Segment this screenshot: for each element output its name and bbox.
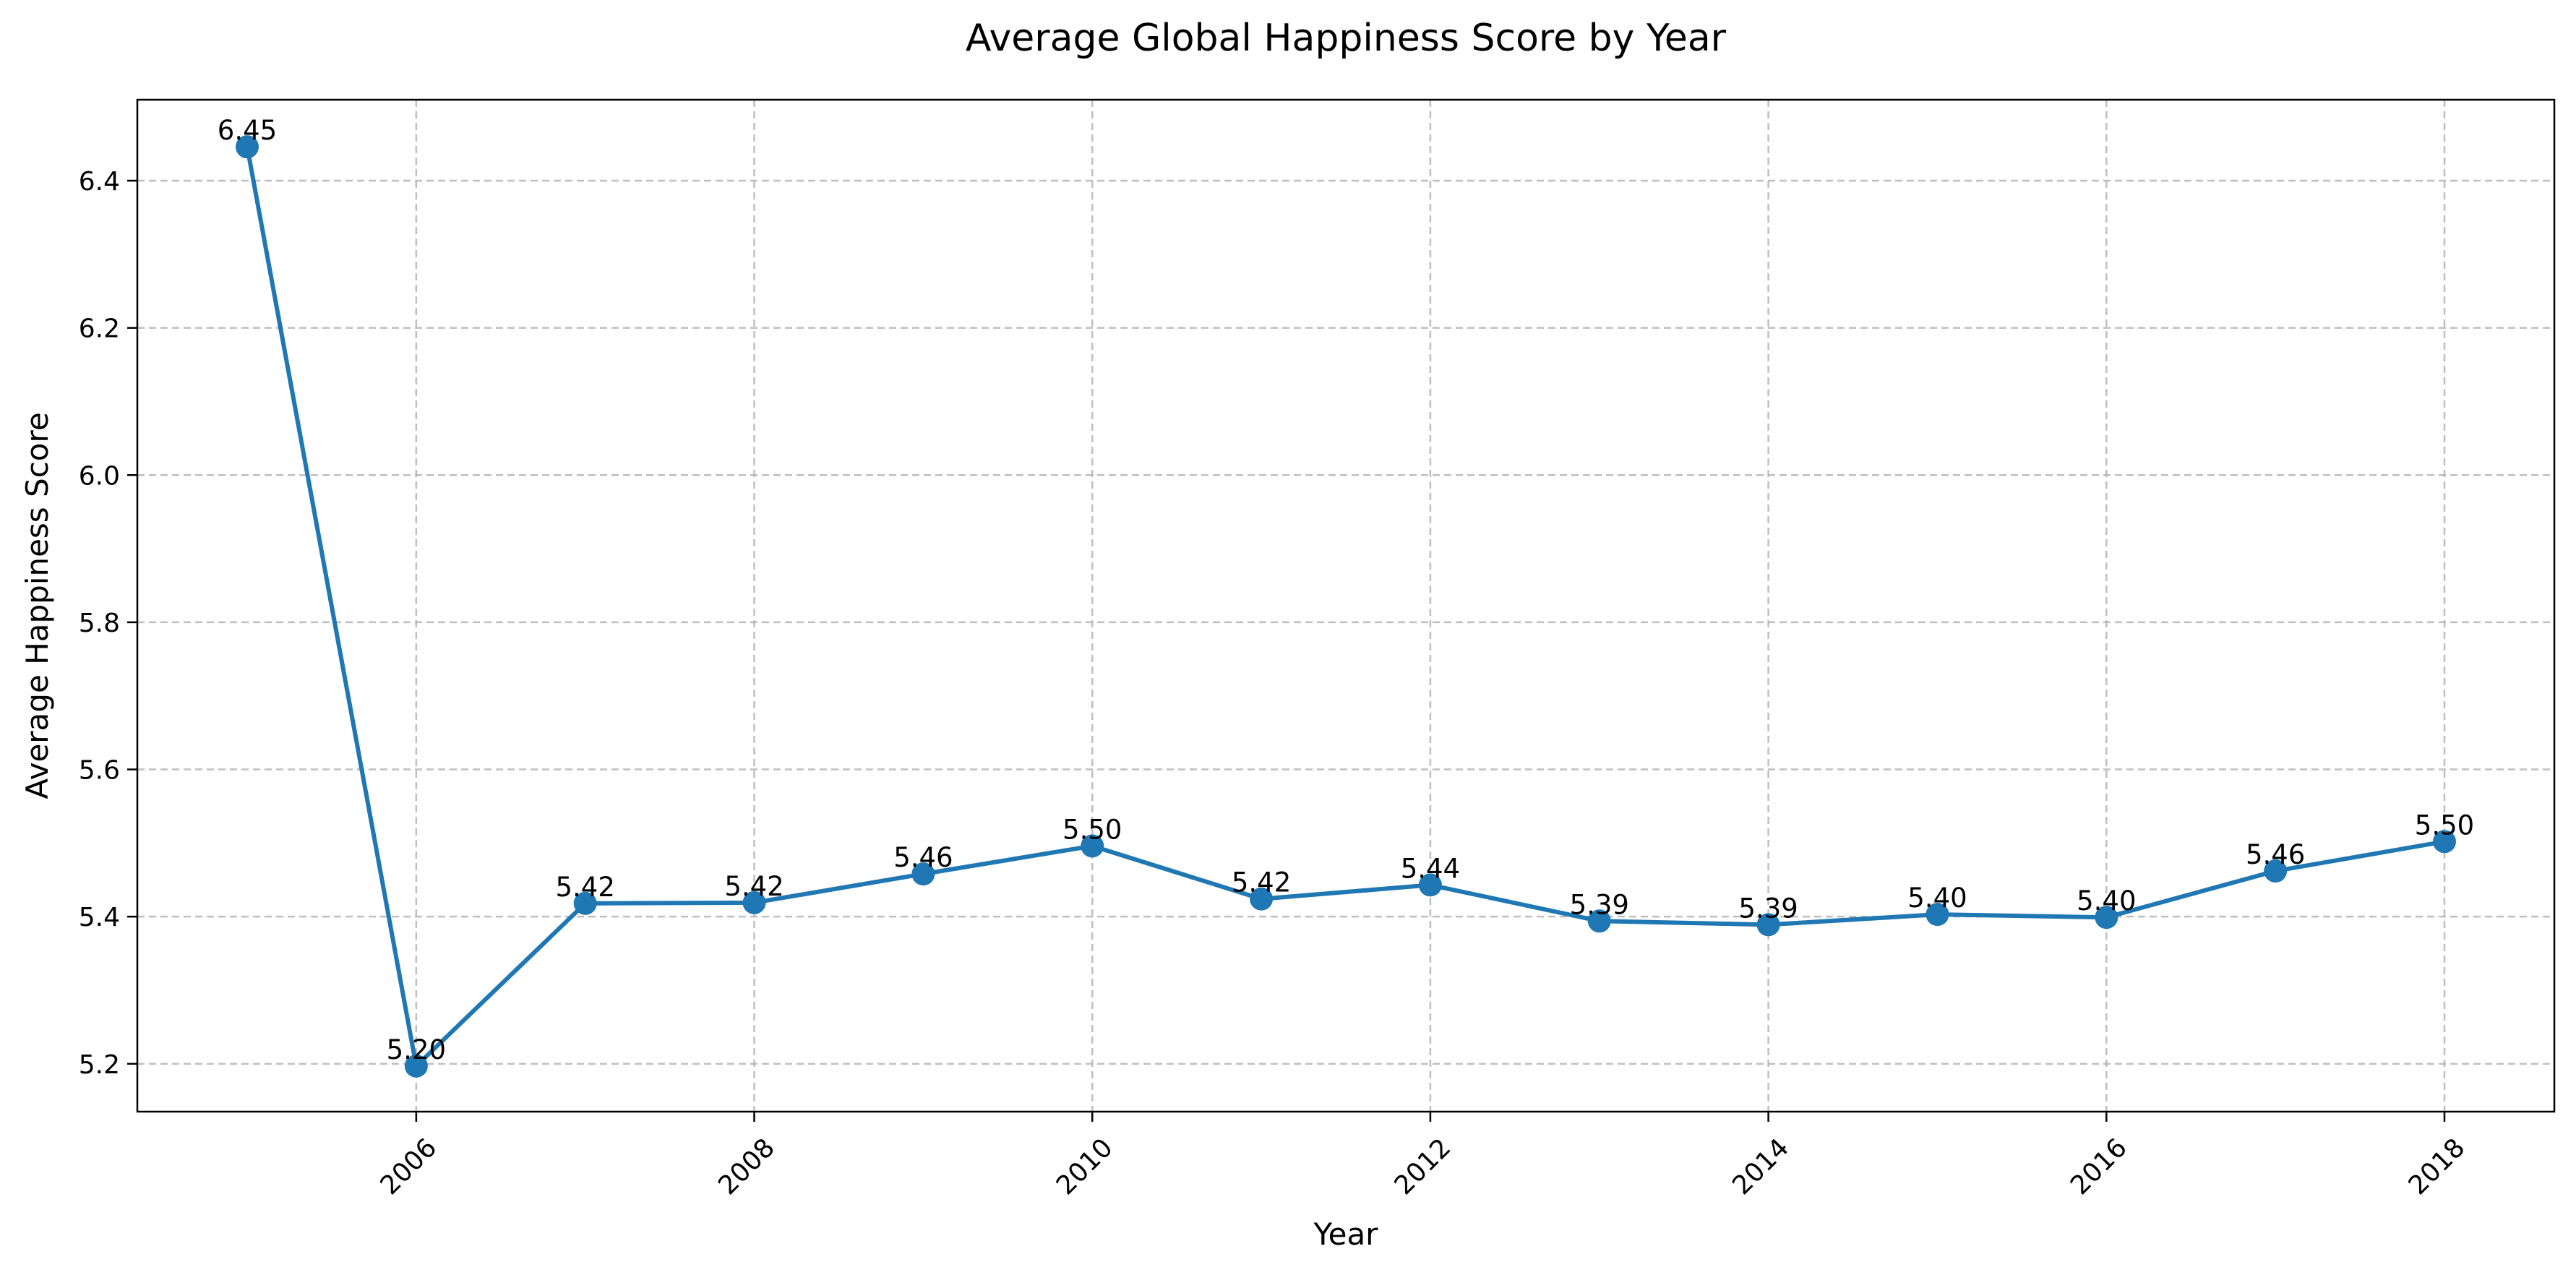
y-tick-label-5.8: 5.8 [79, 609, 120, 638]
data-point-2010 [1081, 834, 1104, 858]
y-tick-label-5.2: 5.2 [79, 1050, 120, 1080]
y-tick-label-6.4: 6.4 [79, 167, 120, 197]
data-label-2012: 5.44 [1401, 853, 1460, 884]
x-tick-label-2008: 2008 [713, 1133, 781, 1201]
grid-lines [137, 100, 2554, 1112]
data-label-2014: 5.39 [1738, 893, 1798, 924]
data-label-2007: 5.42 [555, 872, 614, 903]
x-tick-label-2010: 2010 [1051, 1133, 1119, 1201]
data-label-2009: 5.46 [893, 842, 953, 873]
y-tick-label-6.0: 6.0 [79, 461, 120, 491]
data-point-2013 [1587, 909, 1611, 933]
data-label-2011: 5.42 [1232, 867, 1291, 898]
series-line-0 [245, 145, 2447, 1068]
data-point-2006 [404, 1054, 428, 1078]
data-point-2011 [1250, 887, 1274, 911]
data-point-2007 [573, 891, 597, 915]
data-point-2016 [2095, 906, 2118, 930]
y-axis-label: Average Happiness Score [20, 412, 55, 799]
data-label-2013: 5.39 [1570, 889, 1629, 920]
y-tick-label-5.4: 5.4 [79, 903, 120, 932]
y-tick-label-6.2: 6.2 [79, 314, 120, 344]
data-point-2012 [1418, 873, 1442, 897]
data-label-2016: 5.40 [2077, 885, 2136, 916]
x-tick-label-2016: 2016 [2065, 1133, 2133, 1201]
data-point-2009 [911, 862, 935, 886]
series-layer [236, 135, 2456, 1078]
data-label-2008: 5.42 [724, 871, 783, 902]
chart-title: Average Global Happiness Score by Year [966, 17, 1727, 60]
x-tick-label-2012: 2012 [1389, 1133, 1457, 1201]
x-axis-label: Year [1313, 1216, 1379, 1252]
plot-area-frame [136, 98, 2556, 1113]
data-label-2010: 5.50 [1062, 814, 1122, 845]
data-point-2005 [236, 135, 259, 159]
x-tick-label-2006: 2006 [375, 1133, 443, 1201]
x-tick-label-2014: 2014 [1727, 1133, 1795, 1201]
data-point-2018 [2433, 830, 2456, 854]
data-point-2008 [742, 890, 766, 914]
data-point-2015 [1925, 903, 1949, 927]
data-label-2005: 6.45 [218, 115, 277, 146]
data-labels: 6.45 5.20 5.42 5.42 5.46 5.50 5.42 5.44 5.39 5.39… [218, 115, 2474, 1065]
x-tick-label-2018: 2018 [2403, 1133, 2471, 1201]
data-label-2015: 5.40 [1907, 883, 1967, 914]
data-label-2017: 5.46 [2246, 839, 2305, 870]
data-point-2017 [2264, 859, 2288, 883]
y-tick-label-5.6: 5.6 [79, 756, 120, 786]
data-label-2018: 5.50 [2415, 810, 2474, 841]
data-label-2006: 5.20 [387, 1034, 446, 1065]
data-point-2014 [1756, 913, 1780, 937]
